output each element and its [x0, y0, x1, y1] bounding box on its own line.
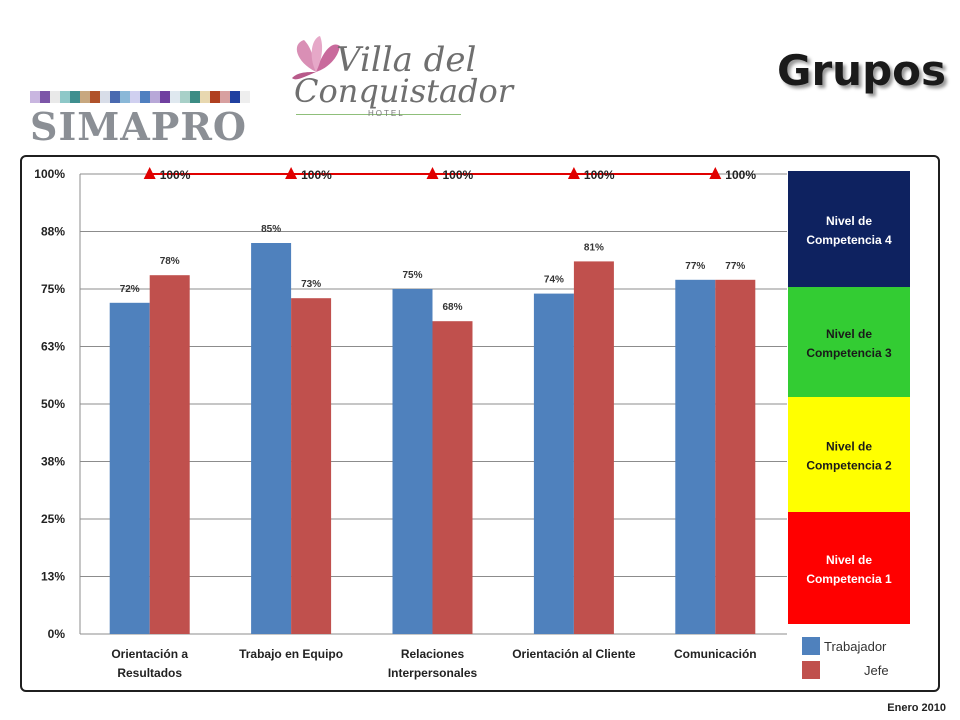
data-label: 85%: [261, 224, 281, 235]
strip-swatch: [50, 91, 60, 103]
strip-swatch: [100, 91, 110, 103]
y-tick-label: 100%: [34, 167, 65, 181]
competence-band-label: Nivel de: [826, 327, 872, 341]
strip-swatch: [120, 91, 130, 103]
bar-trabajador: [251, 243, 292, 634]
strip-swatch: [140, 91, 150, 103]
x-tick-label: Trabajo en Equipo: [239, 647, 343, 661]
y-tick-label: 88%: [41, 225, 65, 239]
competence-band: [788, 287, 910, 397]
competence-band-label: Competencia 1: [806, 572, 892, 586]
target-label: 100%: [443, 168, 474, 182]
strip-swatch: [180, 91, 190, 103]
strip-swatch: [60, 91, 70, 103]
x-tick-label: Resultados: [117, 666, 182, 680]
data-label: 77%: [685, 261, 705, 272]
competence-band-label: Nivel de: [826, 553, 872, 567]
data-label: 74%: [544, 275, 564, 286]
target-label: 100%: [160, 168, 191, 182]
target-marker: [285, 167, 298, 179]
hotel-logo: Villa del Conquistador HOTEL: [286, 32, 513, 124]
logo-subtitle: HOTEL: [368, 109, 405, 118]
x-tick-label: Comunicación: [674, 647, 757, 661]
target-marker: [426, 167, 439, 179]
strip-swatch: [170, 91, 180, 103]
strip-swatch: [240, 91, 250, 103]
competence-band-label: Competencia 3: [806, 346, 892, 360]
y-tick-label: 13%: [41, 570, 65, 584]
x-tick-label: Orientación a: [111, 647, 188, 661]
strip-swatch: [230, 91, 240, 103]
data-label: 81%: [584, 242, 604, 253]
strip-swatch: [130, 91, 140, 103]
target-label: 100%: [725, 168, 756, 182]
strip-swatch: [80, 91, 90, 103]
strip-swatch: [200, 91, 210, 103]
strip-swatch: [160, 91, 170, 103]
color-strip: [30, 91, 250, 103]
y-tick-label: 38%: [41, 455, 65, 469]
strip-swatch: [210, 91, 220, 103]
competence-band: [788, 397, 910, 512]
data-label: 72%: [120, 284, 140, 295]
bar-jefe: [149, 275, 190, 634]
bar-jefe: [573, 261, 614, 634]
competence-band-label: Competencia 4: [806, 233, 892, 247]
data-label: 68%: [442, 302, 462, 313]
legend-label-jefe: Jefe: [864, 662, 889, 678]
data-label: 73%: [301, 279, 321, 290]
strip-swatch: [190, 91, 200, 103]
legend-label-trabajador: Trabajador: [824, 638, 887, 654]
bar-trabajador: [109, 302, 150, 634]
competence-band-label: Nivel de: [826, 440, 872, 454]
bar-trabajador: [392, 289, 433, 634]
strip-swatch: [70, 91, 80, 103]
x-tick-label: Relaciones: [401, 647, 465, 661]
legend-swatch-trabajador: [802, 637, 820, 655]
bar-trabajador: [533, 293, 574, 634]
y-tick-label: 25%: [41, 512, 65, 526]
strip-swatch: [110, 91, 120, 103]
bar-jefe: [715, 279, 756, 634]
footer-date: Enero 2010: [887, 702, 946, 714]
strip-swatch: [220, 91, 230, 103]
logo-line-2: Conquistador: [294, 72, 514, 110]
strip-swatch: [40, 91, 50, 103]
target-label: 100%: [584, 168, 615, 182]
target-marker: [567, 167, 580, 179]
strip-swatch: [30, 91, 40, 103]
data-label: 78%: [160, 256, 180, 267]
legend-swatch-jefe: [802, 661, 820, 679]
competence-band-label: Competencia 2: [806, 459, 892, 473]
competence-band: [788, 171, 910, 287]
brand-name: SIMAPRO: [30, 104, 248, 149]
competence-band-label: Nivel de: [826, 214, 872, 228]
competence-band: [788, 512, 910, 624]
target-label: 100%: [301, 168, 332, 182]
logo-line-1: Villa del: [336, 40, 477, 80]
strip-swatch: [90, 91, 100, 103]
bar-jefe: [291, 298, 332, 634]
data-label: 77%: [725, 261, 745, 272]
chart-frame: [20, 155, 940, 692]
page-title: Grupos: [776, 46, 946, 95]
logo-rule: [296, 114, 461, 115]
target-marker: [709, 167, 722, 179]
flower-logo-icon: [292, 36, 340, 80]
x-tick-label: Interpersonales: [388, 666, 478, 680]
legend-item-trabajador: Trabajador: [802, 637, 886, 655]
target-marker: [143, 167, 156, 179]
bar-jefe: [432, 321, 473, 634]
bar-trabajador: [675, 279, 716, 634]
data-label: 75%: [402, 270, 422, 281]
y-tick-label: 0%: [48, 627, 66, 641]
y-tick-label: 75%: [41, 282, 65, 296]
strip-swatch: [150, 91, 160, 103]
y-tick-label: 63%: [41, 340, 65, 354]
x-tick-label: Orientación al Cliente: [512, 647, 636, 661]
y-tick-label: 50%: [41, 397, 65, 411]
legend-item-jefe: Jefe: [802, 661, 889, 679]
